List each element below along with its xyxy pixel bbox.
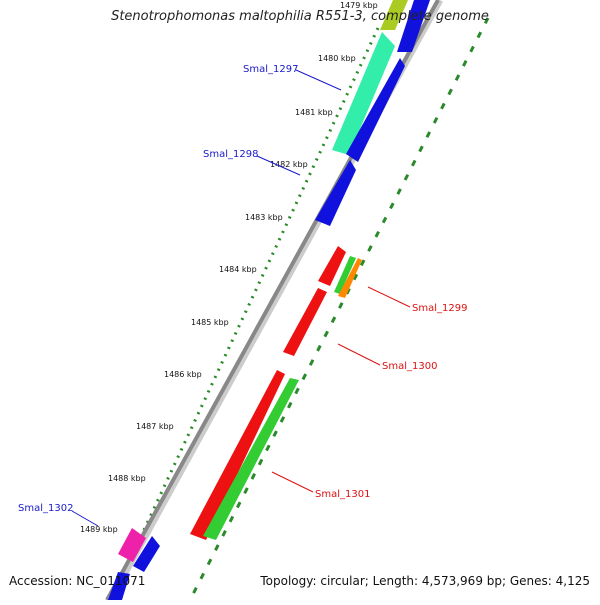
scale-label: 1485 kbp	[191, 318, 229, 327]
genome-summary-text: Topology: circular; Length: 4,573,969 bp…	[260, 574, 590, 588]
gene-label-smal-1298: Smal_1298	[203, 149, 258, 160]
gene-red-small	[318, 246, 346, 286]
leader-line	[367, 286, 411, 308]
gene-label-smal-1299: Smal_1299	[412, 303, 467, 314]
scale-label: 1479 kbp	[340, 1, 378, 10]
leader-line	[295, 69, 342, 91]
gene-bottom-fragment	[108, 572, 130, 600]
gene-blue-bottom	[133, 536, 160, 572]
leader-line	[271, 471, 314, 493]
scale-labels: 1479 kbp 1480 kbp 1481 kbp 1482 kbp 1483…	[80, 1, 378, 534]
leader-line	[337, 343, 381, 366]
gene-red-long	[190, 370, 285, 540]
gene-label-smal-1301: Smal_1301	[315, 489, 370, 500]
gene-smal-1299-orange	[338, 258, 362, 298]
gene-smal-1301	[203, 378, 299, 540]
gene-labels: Smal_1297 Smal_1298 Smal_1299 Smal_1300 …	[18, 64, 467, 527]
gene-smal-1298	[315, 160, 356, 226]
gene-label-smal-1302: Smal_1302	[18, 503, 73, 514]
gene-top-blue	[397, 0, 430, 52]
genome-title: Stenotrophomonas maltophilia R551-3, com…	[111, 9, 489, 24]
gene-label-smal-1297: Smal_1297	[243, 64, 298, 75]
gene-smal-1297	[332, 32, 395, 155]
leader-line	[256, 155, 301, 176]
gene-top-yellowgreen	[380, 0, 408, 30]
gene-smal-1299-green	[334, 256, 356, 294]
gene-label-smal-1300: Smal_1300	[382, 361, 437, 372]
scale-label: 1481 kbp	[295, 108, 333, 117]
scale-label: 1480 kbp	[318, 54, 356, 63]
scale-label: 1488 kbp	[108, 474, 146, 483]
outer-dotted-track	[128, 27, 380, 561]
inner-dashed-track	[188, 17, 490, 601]
leader-line	[71, 510, 99, 527]
gene-smal-1302	[118, 528, 146, 562]
scale-label: 1482 kbp	[270, 160, 308, 169]
scale-label: 1489 kbp	[80, 525, 118, 534]
gene-smal-1300	[283, 288, 327, 356]
gene-blue-1	[346, 58, 405, 162]
scale-label: 1487 kbp	[136, 422, 174, 431]
accession-text: Accession: NC_011071	[9, 574, 146, 588]
scale-label: 1486 kbp	[164, 370, 202, 379]
scale-label: 1483 kbp	[245, 213, 283, 222]
scale-label: 1484 kbp	[219, 265, 257, 274]
